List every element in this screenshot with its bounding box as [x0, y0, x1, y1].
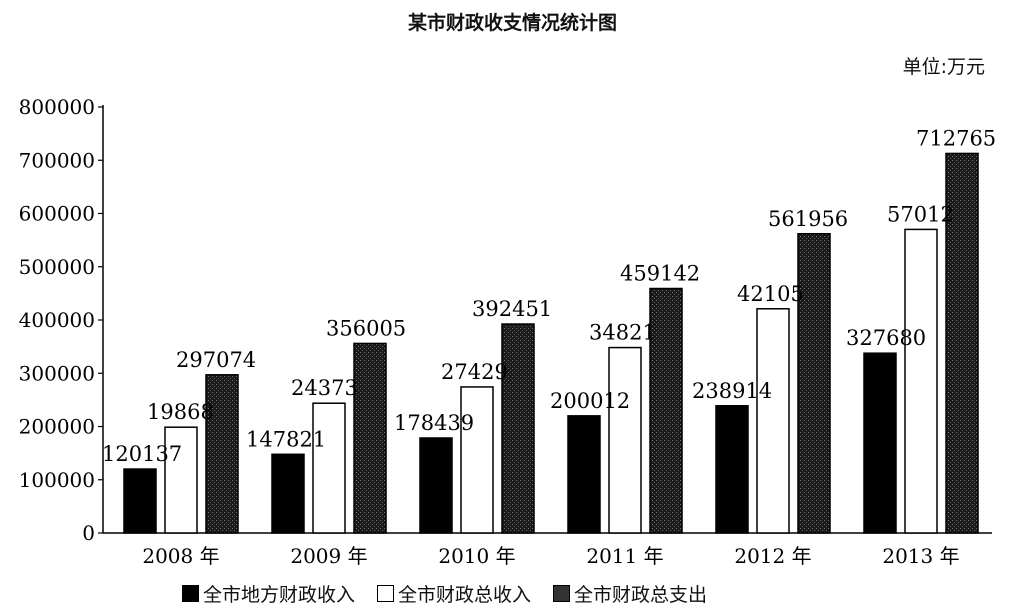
data-label: 297074 [176, 348, 256, 372]
y-tick-label: 0 [82, 521, 95, 545]
bar-total-revenue [312, 402, 346, 534]
bar-total-expenditure [353, 342, 387, 534]
legend-item-total-revenue: 全市财政总收入 [377, 580, 531, 607]
x-tick-label: 2009 年 [290, 544, 367, 568]
bar-total-expenditure [205, 374, 239, 534]
bar-total-revenue [756, 308, 790, 534]
legend-swatch-total-revenue [377, 585, 395, 602]
x-tick-label: 2010 年 [438, 544, 515, 568]
data-label: 19868 [147, 400, 214, 424]
bar-total-revenue [608, 346, 642, 534]
bar-local-revenue [419, 437, 453, 534]
y-tick-label: 800000 [19, 95, 95, 119]
x-tick-label: 2012 年 [734, 544, 811, 568]
bar-total-revenue [460, 386, 494, 534]
y-tick-label: 400000 [19, 308, 95, 332]
bar-local-revenue [863, 352, 897, 534]
y-tick-label: 700000 [19, 148, 95, 172]
data-label: 327680 [846, 326, 926, 350]
bar-local-revenue [271, 453, 305, 534]
bar-total-revenue [164, 426, 198, 534]
data-label: 34821 [589, 321, 656, 345]
data-label: 200012 [550, 389, 630, 413]
x-tick-label: 2013 年 [882, 544, 959, 568]
y-tick-label: 100000 [19, 468, 95, 492]
data-label: 712765 [916, 126, 996, 150]
y-tick-label: 300000 [19, 361, 95, 385]
bar-total-expenditure [649, 287, 683, 534]
bar-total-expenditure [945, 152, 979, 534]
data-label: 356005 [326, 316, 406, 340]
y-tick-label: 600000 [19, 202, 95, 226]
legend: 全市地方财政收入 全市财政总收入 全市财政总支出 [182, 580, 707, 607]
legend-label-total-expenditure: 全市财政总支出 [574, 584, 708, 606]
bar-total-revenue [904, 228, 938, 534]
data-label: 42105 [737, 282, 804, 306]
bar-local-revenue [715, 405, 749, 534]
data-label: 392451 [472, 297, 552, 321]
data-label: 27429 [441, 360, 508, 384]
data-label: 561956 [768, 207, 848, 231]
x-tick-label: 2008 年 [142, 544, 219, 568]
bar-total-expenditure [797, 233, 831, 534]
bar-local-revenue [567, 415, 601, 534]
legend-item-total-expenditure: 全市财政总支出 [553, 580, 707, 607]
unit-label: 单位:万元 [902, 56, 985, 78]
legend-item-local-revenue: 全市地方财政收入 [182, 580, 355, 607]
data-label: 120137 [102, 442, 182, 466]
data-label: 459142 [620, 262, 700, 286]
data-label: 147821 [246, 427, 326, 451]
data-label: 24373 [291, 376, 358, 400]
data-label: 57012 [887, 202, 954, 226]
y-tick-label: 200000 [19, 415, 95, 439]
bar-total-expenditure [501, 323, 535, 534]
y-tick-label: 500000 [19, 255, 95, 279]
bar-local-revenue [123, 468, 157, 534]
legend-label-total-revenue: 全市财政总收入 [398, 584, 532, 606]
legend-swatch-local-revenue [182, 585, 199, 602]
data-label: 238914 [692, 379, 772, 403]
legend-label-local-revenue: 全市地方财政收入 [203, 584, 356, 606]
data-label: 178439 [394, 411, 474, 435]
legend-swatch-total-expenditure [553, 585, 571, 602]
x-tick-label: 2011 年 [586, 544, 663, 568]
chart-title: 某市财政收支情况统计图 [407, 12, 617, 34]
